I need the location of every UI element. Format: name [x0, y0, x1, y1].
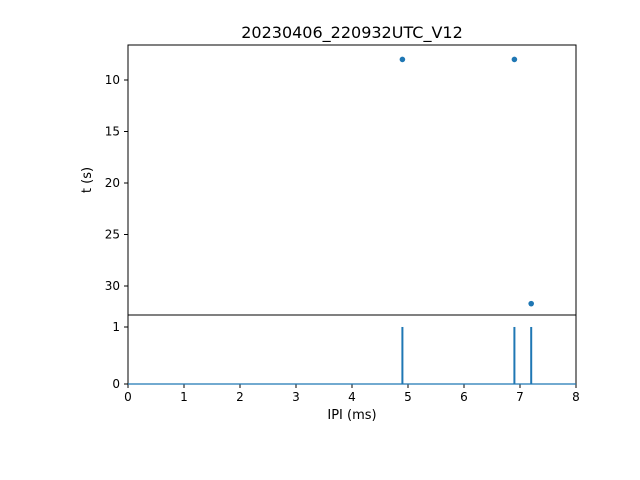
x-tick-label: 8	[572, 390, 580, 404]
x-tick-label: 5	[404, 390, 412, 404]
x-tick-label: 0	[124, 390, 132, 404]
scatter-point	[511, 56, 518, 63]
top-plot-frame	[127, 44, 577, 316]
y-tick-label: 25	[105, 228, 120, 242]
y-tick-label: 20	[105, 176, 120, 190]
x-axis-label: IPI (ms)	[327, 408, 376, 423]
x-tick-label: 2	[236, 390, 244, 404]
y-tick-label: 15	[105, 125, 120, 139]
y-tick-label: 0	[112, 377, 120, 391]
x-tick-label: 7	[516, 390, 524, 404]
y-tick-label: 10	[105, 73, 120, 87]
scatter-point	[399, 56, 406, 63]
y-tick-label: 30	[105, 279, 120, 293]
bottom-plot-frame	[127, 314, 577, 385]
scatter-point	[528, 300, 534, 307]
x-tick-label: 4	[348, 390, 356, 404]
x-tick-label: 1	[180, 390, 188, 404]
y-axis-label: t (s)	[80, 167, 95, 193]
x-tick-label: 6	[460, 390, 468, 404]
x-tick-label: 3	[292, 390, 300, 404]
y-tick-label: 1	[112, 320, 120, 334]
chart-title: 20230406_220932UTC_V12	[241, 23, 463, 43]
